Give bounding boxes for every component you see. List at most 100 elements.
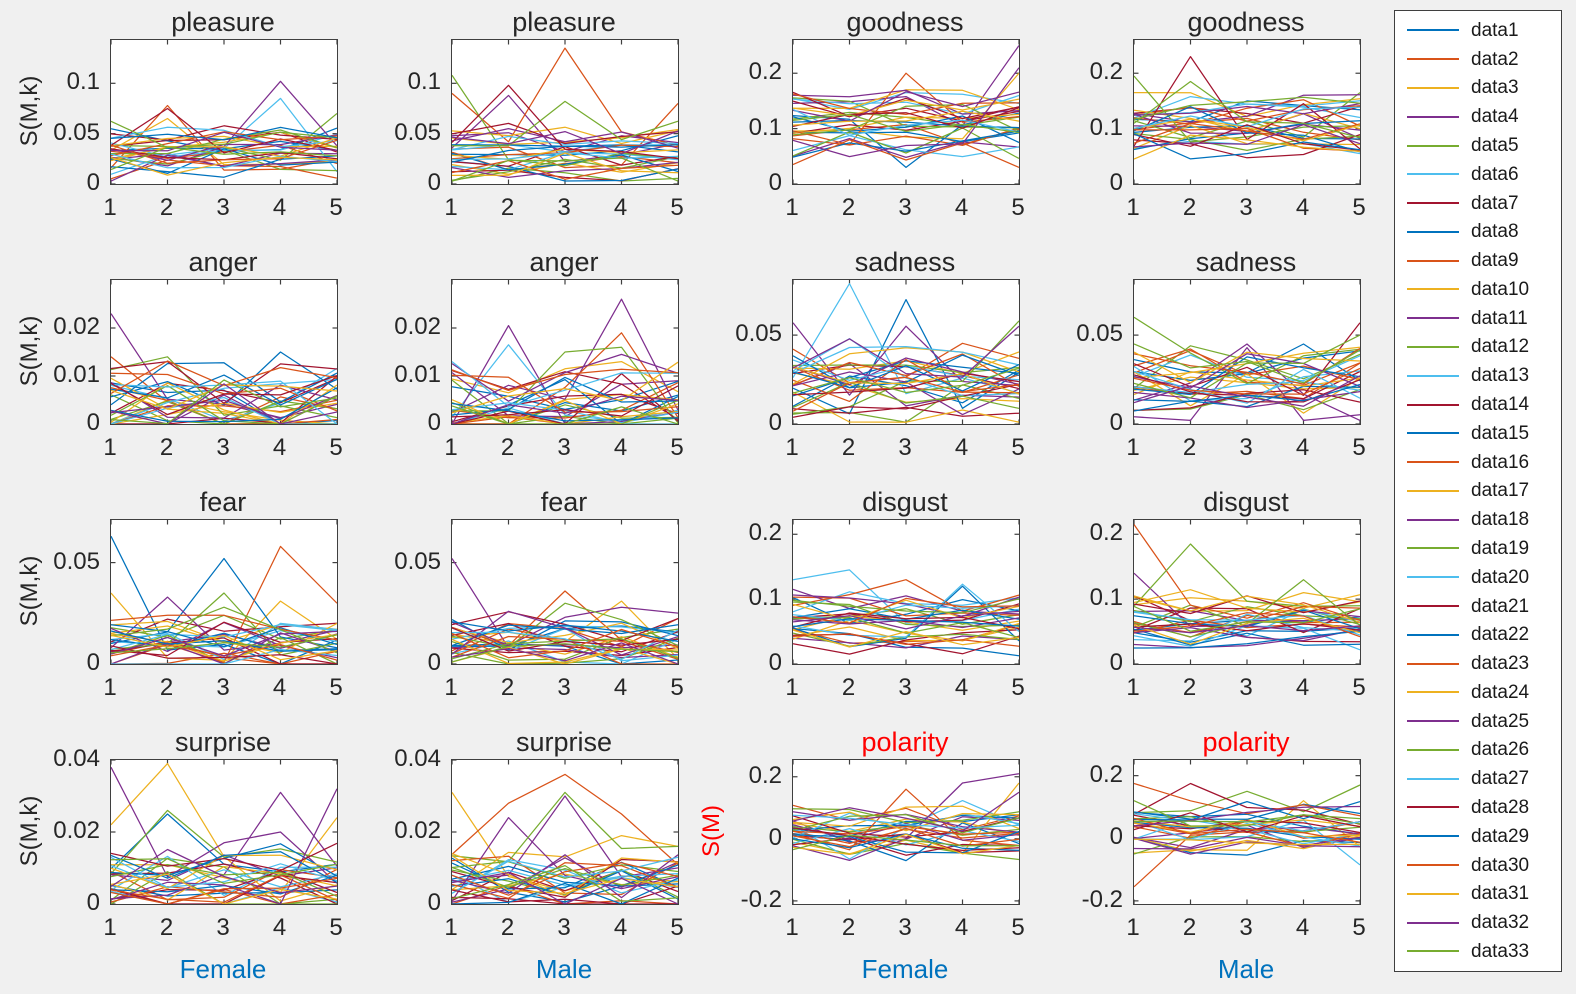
legend-line-sample	[1407, 950, 1459, 953]
plot-area	[792, 279, 1020, 425]
series-line-data21	[111, 875, 337, 904]
plot-canvas	[1134, 520, 1360, 664]
legend-item: data28	[1407, 797, 1561, 817]
x-tick-label: 4	[954, 674, 969, 701]
series-line-data30	[1134, 367, 1360, 395]
series-line-data33	[111, 146, 337, 171]
series-line-data29	[111, 851, 337, 883]
series-line-data7	[793, 629, 1019, 655]
series-line-data28	[1134, 124, 1360, 151]
subplot-pleasure-female: pleasure S(M,k) 0 0.05 0.1 1 2 3 4 5	[0, 0, 343, 240]
series-line-data6	[793, 569, 1019, 624]
series-line-data32	[452, 130, 678, 155]
legend-line-sample	[1407, 864, 1459, 867]
y-tick-label: 0	[427, 649, 441, 676]
series-line-data6	[452, 144, 678, 153]
series-line-data13	[111, 855, 337, 897]
series-line-data10	[1134, 371, 1360, 414]
subplot-title: surprise	[515, 727, 613, 757]
legend-line-sample	[1407, 777, 1459, 780]
x-tick-label: 5	[329, 434, 343, 461]
subplot-title: goodness	[846, 7, 964, 37]
legend-line-sample	[1407, 576, 1459, 579]
x-tick-label: 2	[500, 914, 515, 941]
series-line-data2	[452, 884, 678, 904]
legend-line-sample	[1407, 202, 1459, 205]
series-line-data9	[793, 828, 1019, 845]
legend-line-sample	[1407, 691, 1459, 694]
x-tick-label: 3	[557, 194, 571, 221]
series-line-data26	[452, 100, 678, 147]
legend-label: data21	[1471, 595, 1530, 617]
subplot-title: pleasure	[171, 7, 275, 37]
series-line-data18	[111, 381, 337, 419]
series-line-data32	[1134, 124, 1360, 148]
series-line-data14	[452, 858, 678, 898]
series-line-data15	[1134, 821, 1360, 840]
plot-area	[110, 759, 338, 905]
x-tick-label: 4	[1295, 674, 1310, 701]
subplot-title: surprise	[174, 727, 272, 757]
x-tick-label: 4	[954, 914, 969, 941]
series-line-data29	[1134, 133, 1360, 160]
series-line-data19	[1134, 543, 1360, 607]
x-tick-label: 5	[670, 434, 684, 461]
x-tick-label: 2	[159, 674, 174, 701]
legend-item: data10	[1407, 279, 1561, 299]
series-line-data5	[793, 838, 1019, 861]
legend-label: data7	[1471, 192, 1519, 214]
x-tick-label: 2	[841, 194, 856, 221]
series-line-data15	[111, 362, 337, 406]
series-line-data28	[1134, 623, 1360, 632]
series-line-data16	[452, 590, 678, 654]
legend-item: data1	[1407, 20, 1561, 40]
legend-item: data32	[1407, 913, 1561, 933]
series-line-data24	[111, 137, 337, 162]
series-line-data16	[111, 545, 337, 664]
legend-item: data11	[1407, 308, 1561, 328]
series-line-data22	[1134, 106, 1360, 134]
subplot-anger-female: anger S(M,k) 0 0.01 0.02 1 2 3 4 5	[0, 240, 343, 480]
subplot-surprise-female: surprise S(M,k) 0 0.02 0.04 1 2 3 4 5 Female	[0, 720, 343, 994]
series-line-data11	[111, 766, 337, 884]
plot-area	[1133, 279, 1361, 425]
legend-item: data3	[1407, 78, 1561, 98]
subplot-surprise-male: surprise 0 0.02 0.04 1 2 3 4 5 Male	[341, 720, 683, 994]
legend-item: data13	[1407, 366, 1561, 386]
series-line-data28	[452, 627, 678, 652]
subplot-sadness-male: sadness 0 0.05 1 2 3 4 5	[1023, 240, 1365, 480]
subplot-title: polarity	[861, 727, 949, 757]
legend-line-sample	[1407, 115, 1459, 118]
legend-line-sample	[1407, 835, 1459, 838]
series-line-data26	[111, 385, 337, 424]
legend-item: data8	[1407, 222, 1561, 242]
series-line-data25	[793, 371, 1019, 416]
legend-item: data15	[1407, 423, 1561, 443]
subplot-fear-female: fear S(M,k) 0 0.05 1 2 3 4 5	[0, 480, 343, 720]
legend-item: data31	[1407, 884, 1561, 904]
series-line-data30	[793, 597, 1019, 624]
legend-line-sample	[1407, 633, 1459, 636]
x-tick-label: 1	[785, 914, 799, 941]
x-tick-label: 5	[670, 674, 684, 701]
series-line-data32	[1134, 375, 1360, 407]
x-tick-label: 3	[557, 674, 571, 701]
plot-canvas	[1134, 760, 1360, 904]
series-line-data24	[793, 347, 1019, 385]
legend-label: data30	[1471, 854, 1530, 876]
y-tick-label: 0.2	[1089, 760, 1123, 788]
legend-item: data26	[1407, 740, 1561, 760]
series-line-data33	[793, 367, 1019, 394]
series-line-data24	[452, 853, 678, 897]
series-line-data32	[111, 630, 337, 657]
x-tick-label: 3	[1239, 674, 1253, 701]
subplot-anger-male: anger 0 0.01 0.02 1 2 3 4 5	[341, 240, 683, 480]
legend-label: data19	[1471, 537, 1530, 559]
series-line-data28	[452, 84, 678, 160]
legend-line-sample	[1407, 892, 1459, 895]
series-line-data29	[452, 877, 678, 904]
plot-canvas	[111, 40, 337, 184]
series-line-data30	[793, 376, 1019, 412]
x-tick-label: 3	[216, 194, 230, 221]
series-line-data11	[793, 588, 1019, 615]
